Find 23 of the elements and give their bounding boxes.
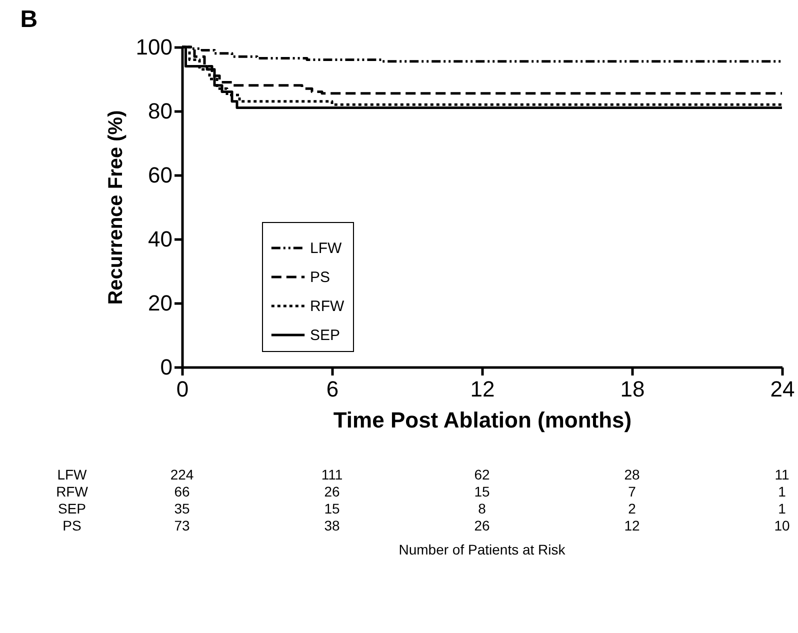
legend-label: PS: [310, 269, 330, 286]
legend-label: RFW: [310, 298, 345, 315]
legend-label: LFW: [310, 240, 343, 257]
y-tick-label: 20: [148, 290, 172, 316]
x-tick-label: 24: [770, 376, 795, 402]
text: LFW 224 111 62 28 11: [57, 466, 790, 482]
y-tick-label: 40: [148, 226, 172, 252]
text: PS 73 38 26 12 10: [62, 518, 790, 534]
text: Number of Patients at Risk: [398, 541, 566, 558]
text: SEP 35 15 8 2 1: [58, 500, 786, 516]
x-axis-title: Time Post Ablation (months): [333, 408, 632, 432]
legend-label: SEP: [310, 327, 340, 344]
x-tick-label: 0: [176, 376, 189, 402]
y-tick-label: 60: [148, 162, 172, 188]
y-tick-label: 0: [160, 354, 172, 380]
text: RFW 66 26 15 7 1: [56, 484, 786, 500]
x-tick-label: 18: [620, 376, 645, 402]
y-tick-label: 80: [148, 98, 172, 124]
y-axis-title: Recurrence Free (%): [104, 110, 127, 305]
x-tick-label: 6: [326, 376, 339, 402]
x-tick-label: 12: [470, 376, 495, 402]
chart-title: B: [20, 6, 38, 33]
y-tick-label: 100: [136, 34, 172, 60]
